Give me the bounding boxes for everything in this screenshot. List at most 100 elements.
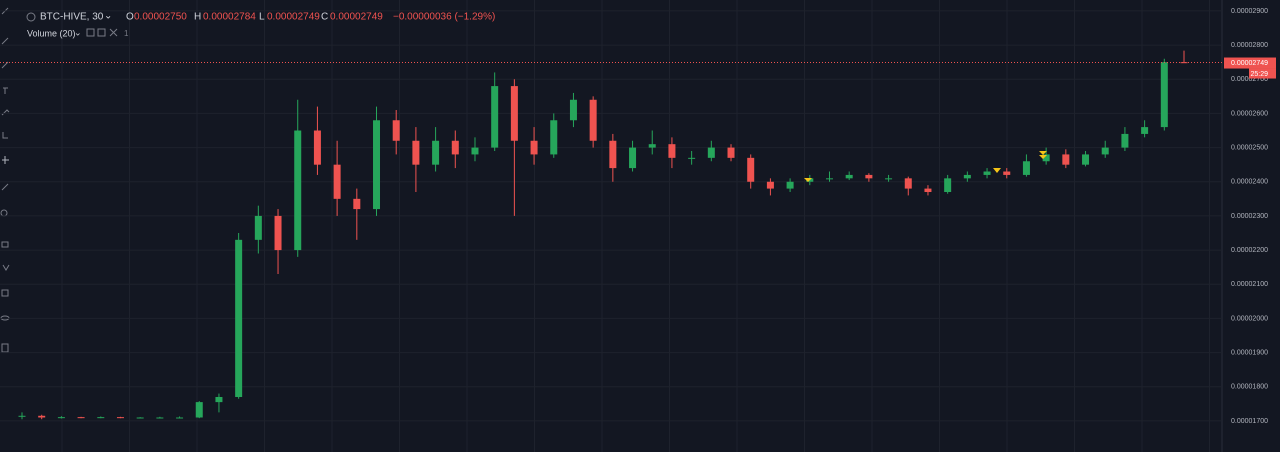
tool-icon[interactable] [2,132,8,139]
ohlc-key: C [321,12,328,23]
candle-body [77,417,85,419]
candle-body [1180,62,1188,64]
indicator-name[interactable]: Volume (20) [27,28,76,38]
y-tick-label: 0.00001700 [1231,418,1268,425]
candle-body [1160,62,1168,128]
tool-icon[interactable] [1,183,9,191]
ohlc-value: 0.00002750 [134,12,187,23]
candle-body [254,215,262,240]
dropdown[interactable]: ⌄ [74,27,82,37]
y-tick-label: 0.00002800 [1231,42,1268,49]
close-button[interactable] [109,28,118,37]
tool-icon[interactable] [3,87,8,94]
candle-body [1141,127,1149,134]
candle-body [235,239,243,397]
candle-body [491,86,499,148]
candle-body [1022,161,1030,175]
change: −0.00000036 (−1.29%) [393,12,495,23]
candle-body [845,174,853,179]
candle-body [786,181,794,189]
y-tick-label: 0.00002900 [1231,8,1268,15]
candle-body [215,396,223,403]
candle-body [550,120,558,155]
candle-body [333,164,341,199]
candle-body [313,130,321,165]
candle-body [176,417,184,419]
candle-body [471,147,479,155]
tool-icon[interactable] [1,343,9,353]
y-tick-label: 0.00002400 [1231,179,1268,186]
countdown: 25:29 [1250,71,1268,78]
candle-body [97,417,105,419]
candle-body [156,417,164,419]
tool-icon[interactable] [1,241,9,248]
candle-body [668,144,676,158]
ohlc-key: H [194,12,201,23]
ohlc-value: 0.00002784 [203,12,256,23]
candle-body [727,147,735,158]
candle-body [1101,147,1109,155]
signal-marker [804,178,812,182]
ohlc-key: O [126,12,134,23]
y-tick-label: 0.00002200 [1231,247,1268,254]
eye-button[interactable] [86,28,95,37]
y-tick-label: 0.00002100 [1231,281,1268,288]
candle-body [963,174,971,179]
candle-body [274,215,282,251]
y-tick-label: 0.00001900 [1231,349,1268,356]
tool-icon[interactable] [1,37,9,45]
candle-body [944,178,952,193]
vertical-grid [61,0,1210,452]
y-tick-label: 0.00002500 [1231,144,1268,151]
indicator-value: 1 [124,29,129,38]
candle-body [924,188,932,193]
dropdown[interactable]: ⌄ [104,11,112,22]
tool-icon[interactable] [2,156,9,164]
candle-body [904,178,912,189]
candle-body [1003,171,1011,175]
candle-body [353,198,361,210]
y-tick-label: 0.00002600 [1231,110,1268,117]
y-tick-label: 0.00002700 [1231,76,1268,83]
signal-marker [1039,151,1047,159]
candle-body [432,140,440,165]
signal-marker [993,168,1001,173]
y-tick-label: 0.00002000 [1231,315,1268,322]
candle-body [1082,154,1090,165]
plot [0,10,1222,422]
candle-body [195,402,203,418]
candle-body [569,99,577,121]
candle-body [609,140,617,169]
candle-body [688,157,696,159]
candle-body [373,120,381,210]
candle-body [136,417,144,419]
candle-body [57,417,65,419]
last-price-label: 0.00002749 [1231,60,1268,67]
settings-button[interactable] [97,28,106,37]
candle-body [1062,154,1070,165]
last-price-badge [1224,57,1276,69]
candle-body [510,86,518,141]
candle-body [766,181,774,189]
candle-body [983,171,991,175]
ohlc-value: 0.00002749 [267,12,320,23]
legend-header: BTC-HIVE, 30 ⌄ O 0.00002750 H 0.00002784 L 0.… [26,11,495,38]
candle-body [412,140,420,165]
candle-body [747,157,755,182]
candle-body [116,417,124,419]
candle-body [885,178,893,180]
candle-body [629,147,637,169]
candle-body [825,178,833,180]
candle-body [530,140,538,155]
candle-body [392,120,400,141]
candle-body [38,415,46,418]
candle-body [451,140,459,155]
candle-body [589,99,597,141]
tool-icon[interactable] [2,264,10,271]
candle-body [865,174,873,179]
y-tick-label: 0.00002300 [1231,213,1268,220]
tool-icon[interactable] [1,289,9,297]
candle-body [294,130,302,251]
